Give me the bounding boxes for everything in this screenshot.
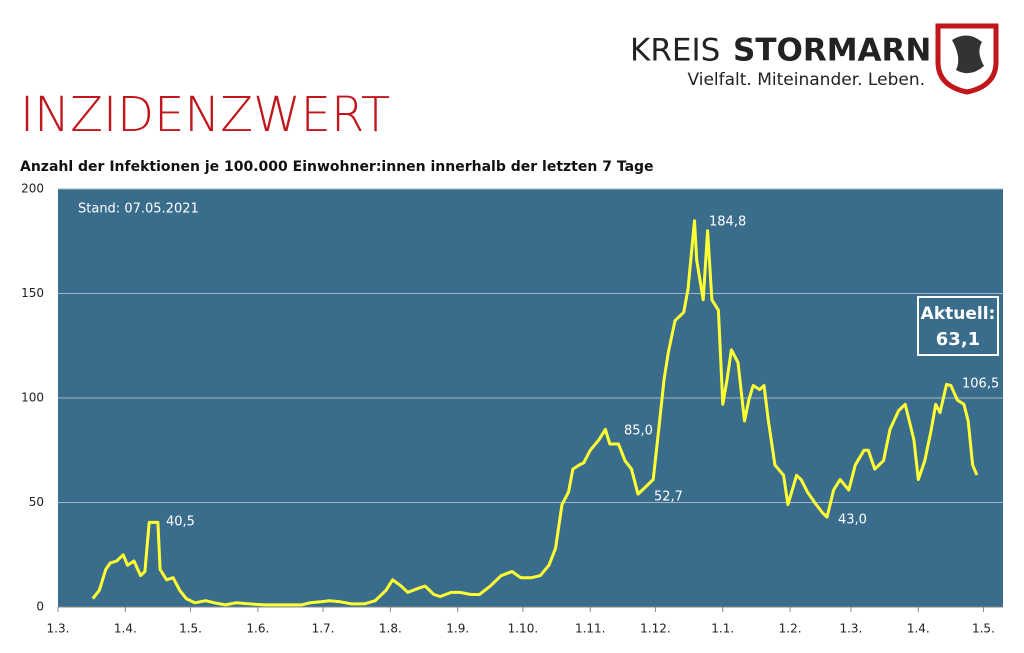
x-tick-label: 1.5.	[972, 622, 995, 636]
x-tick-label: 1.4.	[114, 622, 137, 636]
x-tick-label: 1.10.	[508, 622, 539, 636]
brand-bold: STORMARN	[733, 33, 931, 69]
x-tick-label: 1.4.	[907, 622, 930, 636]
annotation: 40,5	[166, 515, 195, 530]
x-tick-label: 1.6.	[246, 622, 269, 636]
chart-subtitle: Anzahl der Infektionen je 100.000 Einwoh…	[20, 159, 654, 175]
annotation: Aktuell:	[921, 304, 996, 324]
brand-light: KREIS	[630, 33, 720, 69]
slogan: Vielfalt. Miteinander. Leben.	[687, 70, 925, 90]
x-tick-label: 1.11.	[575, 622, 606, 636]
annotation: 106,5	[962, 377, 999, 392]
chart-title: INZIDENZWERT	[20, 87, 390, 143]
annotation: 63,1	[936, 329, 980, 350]
x-tick-label: 1.8.	[379, 622, 402, 636]
x-tick-label: 1.1.	[711, 622, 734, 636]
x-tick-label: 1.3.	[839, 622, 862, 636]
annotation: 43,0	[838, 513, 867, 528]
annotation: 85,0	[624, 424, 653, 439]
x-tick-label: 1.7.	[312, 622, 335, 636]
annotation: Stand: 07.05.2021	[78, 202, 199, 217]
x-tick-label: 1.12.	[640, 622, 671, 636]
data-line	[91, 219, 979, 607]
y-tick-label: 150	[21, 286, 44, 300]
y-tick-label: 100	[21, 391, 44, 405]
current-box	[917, 296, 999, 356]
x-tick-label: 1.3.	[47, 622, 70, 636]
y-tick-label: 50	[29, 495, 44, 509]
x-tick-label: 1.5.	[179, 622, 202, 636]
annotation: 52,7	[654, 490, 683, 505]
x-tick-label: 1.2.	[779, 622, 802, 636]
x-tick-label: 1.9.	[446, 622, 469, 636]
y-tick-label: 0	[36, 600, 44, 614]
y-tick-label: 200	[21, 182, 44, 196]
annotation: 184,8	[709, 215, 746, 230]
coat-of-arms-bird	[952, 35, 984, 74]
